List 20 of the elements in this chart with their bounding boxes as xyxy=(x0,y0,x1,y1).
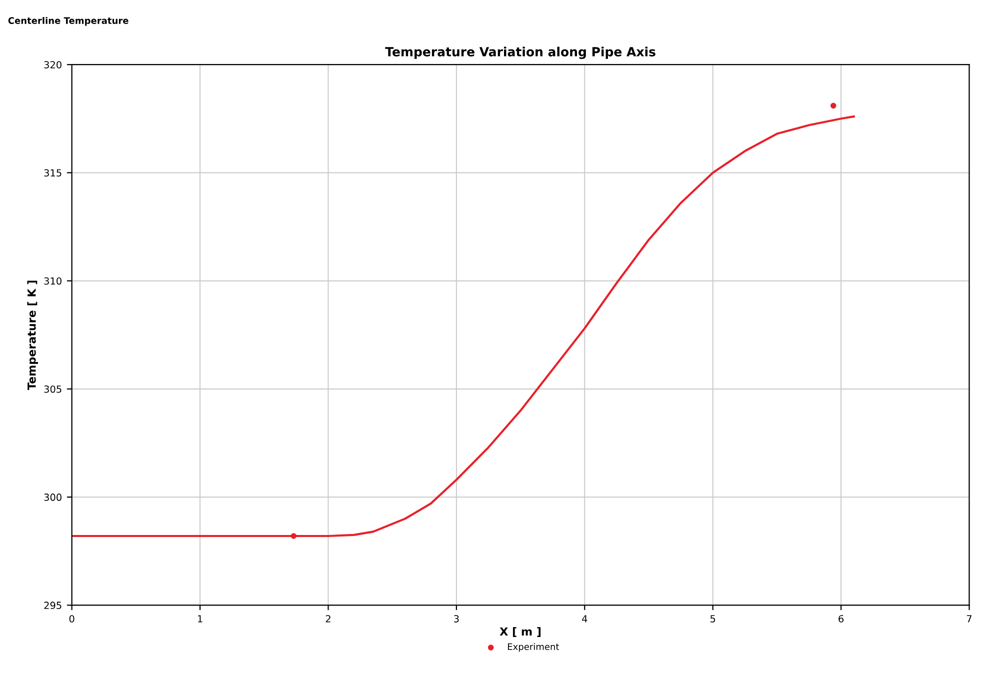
line-series xyxy=(72,115,855,538)
y-tick-label: 310 xyxy=(44,277,62,285)
y-tick-label: 305 xyxy=(44,385,62,393)
x-axis-title: X [ m ] xyxy=(500,627,541,638)
x-tick-label: 6 xyxy=(838,615,844,622)
legend-label: Experiment xyxy=(508,643,560,652)
y-tick-label: 315 xyxy=(44,169,62,177)
y-tick-label: 300 xyxy=(44,494,62,501)
x-tick-label: 1 xyxy=(198,615,202,622)
y-tick-label: 320 xyxy=(44,61,62,68)
x-tick-label: 5 xyxy=(710,615,716,622)
x-tick-label: 4 xyxy=(582,615,588,622)
x-tick-label: 7 xyxy=(966,615,972,622)
chart-title: Temperature Variation along Pipe Axis xyxy=(385,46,656,59)
x-tick-label: 0 xyxy=(69,615,74,622)
x-tick-label: 3 xyxy=(454,615,459,622)
y-axis-title: Temperature [ K ] xyxy=(27,280,38,390)
y-tick-label: 295 xyxy=(44,602,62,610)
x-tick-label: 2 xyxy=(326,615,330,622)
text: Centerline Temperature xyxy=(8,17,128,26)
